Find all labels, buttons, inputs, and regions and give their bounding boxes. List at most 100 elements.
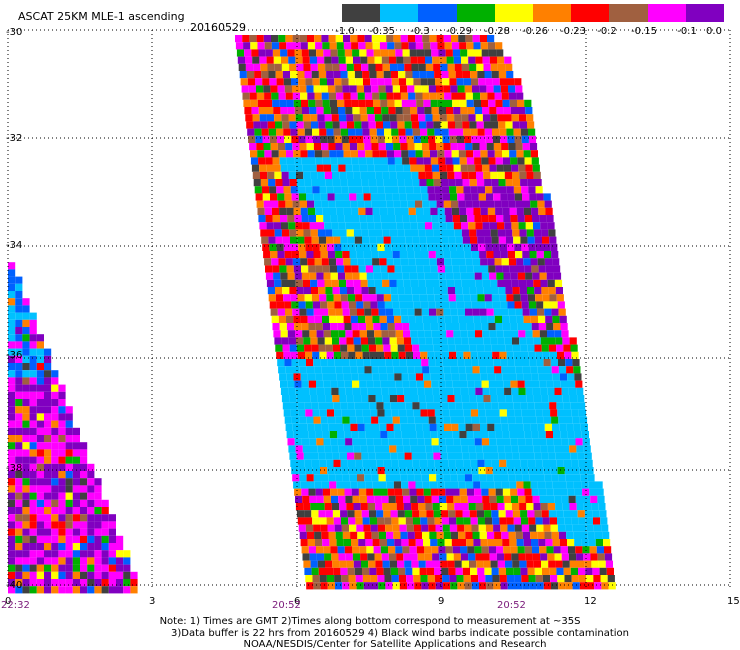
swath-cell (469, 229, 477, 237)
swath-cell (379, 315, 387, 323)
swath-cell (285, 200, 293, 208)
swath-cell (317, 337, 325, 345)
swath-cell (505, 560, 513, 568)
swath-cell (29, 420, 37, 428)
swath-cell (348, 301, 357, 309)
swath-cell (415, 92, 423, 100)
swath-cell (446, 553, 454, 561)
swath-cell (51, 471, 59, 479)
swath-cell (504, 279, 512, 287)
swath-cell (275, 71, 283, 79)
swath-cell (333, 186, 342, 194)
swath-cell (392, 251, 400, 259)
swath-cell (587, 474, 595, 482)
swath-cell (335, 251, 343, 259)
swath-cell (432, 222, 440, 230)
swath-cell (537, 308, 545, 316)
swath-cell (72, 463, 80, 471)
swath-cell (313, 308, 321, 316)
swath-cell (534, 510, 542, 518)
swath-cell (29, 341, 37, 349)
swath-cell (22, 427, 30, 435)
swath-cell (310, 560, 318, 568)
swath-cell (453, 553, 461, 561)
swath-cell (561, 438, 569, 446)
swath-cell (240, 78, 248, 86)
swath-cell (584, 510, 593, 518)
swath-cell (360, 503, 368, 511)
swath-cell (295, 387, 303, 395)
swath-cell (519, 287, 527, 295)
swath-cell (405, 351, 413, 359)
swath-cell (36, 535, 44, 543)
swath-cell (532, 380, 540, 388)
swath-cell (324, 387, 332, 395)
swath-cell (490, 503, 498, 511)
swath-cell (572, 582, 580, 590)
swath-cell (343, 200, 351, 208)
swath-cell (469, 510, 477, 518)
swath-cell (312, 409, 320, 417)
swath-cell (385, 143, 394, 151)
swath-cell (8, 571, 16, 579)
swath-cell (398, 71, 406, 79)
swath-cell (345, 272, 353, 280)
swath-cell (378, 251, 386, 259)
swath-cell (29, 406, 37, 414)
swath-cell (406, 524, 414, 532)
swath-cell (296, 179, 305, 187)
swath-cell (363, 251, 372, 259)
swath-cell (337, 265, 345, 273)
swath-cell (15, 384, 23, 392)
swath-cell (345, 330, 353, 338)
swath-cell (581, 431, 589, 439)
swath-cell (460, 107, 468, 115)
swath-cell (466, 99, 474, 107)
swath-cell (354, 179, 362, 187)
swath-cell (462, 510, 470, 518)
swath-cell (341, 243, 349, 251)
swath-cell (317, 114, 325, 122)
swath-cell (51, 442, 59, 450)
swath-cell (15, 528, 23, 536)
swath-cell (325, 395, 333, 403)
swath-cell (417, 107, 425, 115)
swath-cell (472, 308, 480, 316)
swath-cell (374, 279, 383, 287)
swath-cell (519, 452, 527, 460)
swath-cell (548, 287, 556, 295)
swath-cell (108, 543, 116, 551)
swath-cell (496, 330, 504, 338)
swath-cell (281, 395, 290, 403)
swath-cell (495, 431, 503, 439)
swath-cell (15, 319, 23, 327)
swath-cell (330, 215, 338, 223)
swath-cell (264, 207, 272, 215)
swath-cell (478, 78, 486, 86)
swath-cell (553, 265, 561, 273)
swath-cell (295, 503, 304, 511)
swath-cell (353, 222, 361, 230)
swath-cell (281, 222, 289, 230)
swath-cell (308, 488, 316, 496)
swath-cell (350, 481, 358, 489)
swath-cell (494, 258, 502, 266)
swath-cell (359, 380, 367, 388)
swath-cell (384, 409, 392, 417)
swath-cell (275, 121, 283, 129)
swath-cell (322, 99, 330, 107)
swath-cell (276, 301, 285, 309)
swath-cell (495, 488, 503, 496)
swath-cell (526, 560, 534, 568)
swath-cell (298, 409, 306, 417)
swath-cell (271, 150, 279, 158)
swath-cell (295, 56, 303, 64)
swath-cell (481, 272, 490, 280)
swath-cell (307, 373, 316, 381)
swath-cell (496, 49, 504, 57)
swath-cell (361, 510, 369, 518)
swath-cell (314, 35, 322, 43)
swath-cell (312, 351, 320, 359)
swath-cell (487, 258, 495, 266)
swath-cell (469, 287, 477, 295)
